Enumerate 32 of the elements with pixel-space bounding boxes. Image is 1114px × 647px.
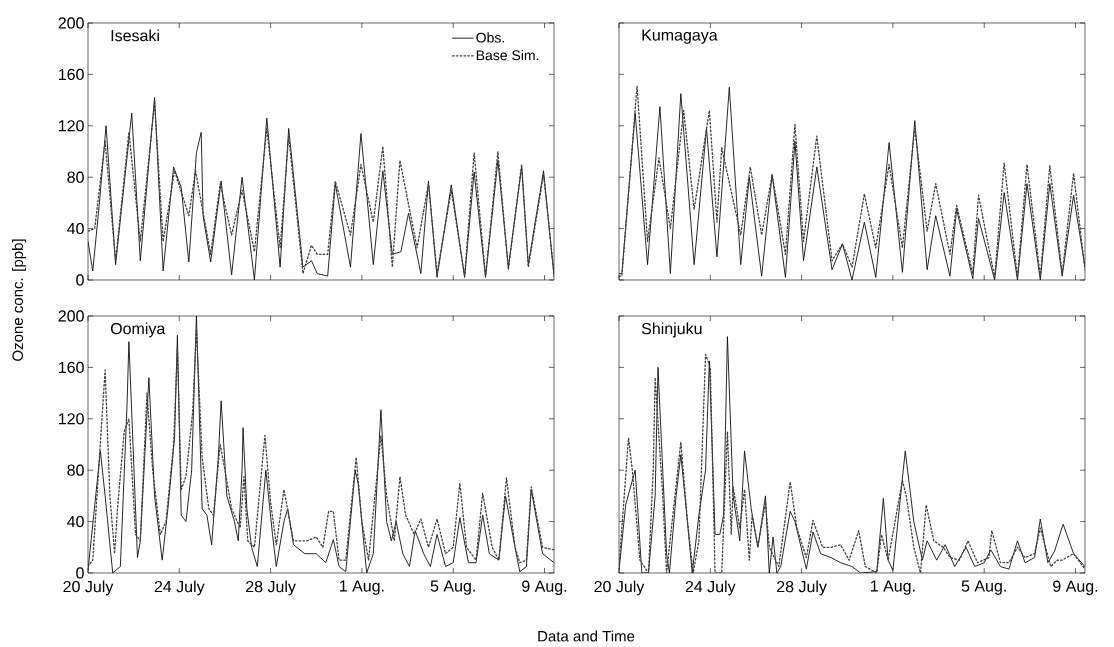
y-tick-label: 120 [59, 413, 84, 425]
x-tick-label: 28 July [777, 580, 827, 596]
x-tick-label: 20 July [594, 580, 645, 596]
y-tick-label: 80 [67, 171, 84, 183]
x-tick-label: 9 Aug. [522, 580, 567, 596]
y-tick-label: 0 [76, 567, 84, 579]
y-tick-label: 80 [67, 464, 84, 476]
y-tick-label: 40 [67, 515, 84, 528]
chart-title: Oomiya [110, 322, 166, 338]
legend-label: Obs. [476, 32, 504, 43]
y-tick-label: 200 [58, 310, 84, 322]
y-tick-label: 200 [58, 17, 84, 29]
x-tick-label: 9 Aug. [1053, 580, 1098, 596]
chart-title: Isesaki [111, 29, 159, 42]
x-tick-label: 24 July [154, 580, 205, 596]
y-axis-title: Ozone conc. [ppb] [12, 239, 26, 361]
y-tick-label: 160 [59, 361, 84, 374]
y-tick-label: 40 [67, 222, 84, 235]
y-tick-label: 0 [76, 274, 84, 286]
x-tick-label: 28 July [246, 580, 296, 596]
x-axis-title: Data and Time [538, 630, 635, 642]
x-tick-label: 5 Aug. [430, 580, 475, 595]
x-tick-label: 5 Aug. [961, 580, 1006, 595]
x-tick-label: 24 July [685, 580, 736, 596]
y-tick-label: 160 [59, 68, 84, 81]
chart-title: Kumagaya [642, 29, 718, 44]
x-tick-label: 20 July [63, 580, 114, 596]
x-tick-label: 1 Aug. [340, 580, 384, 595]
x-tick-label: 1 Aug. [870, 580, 915, 595]
y-tick-label: 120 [59, 120, 84, 132]
legend-label: Base Sim. [476, 49, 539, 61]
chart-title: Shinjuku [641, 322, 702, 338]
